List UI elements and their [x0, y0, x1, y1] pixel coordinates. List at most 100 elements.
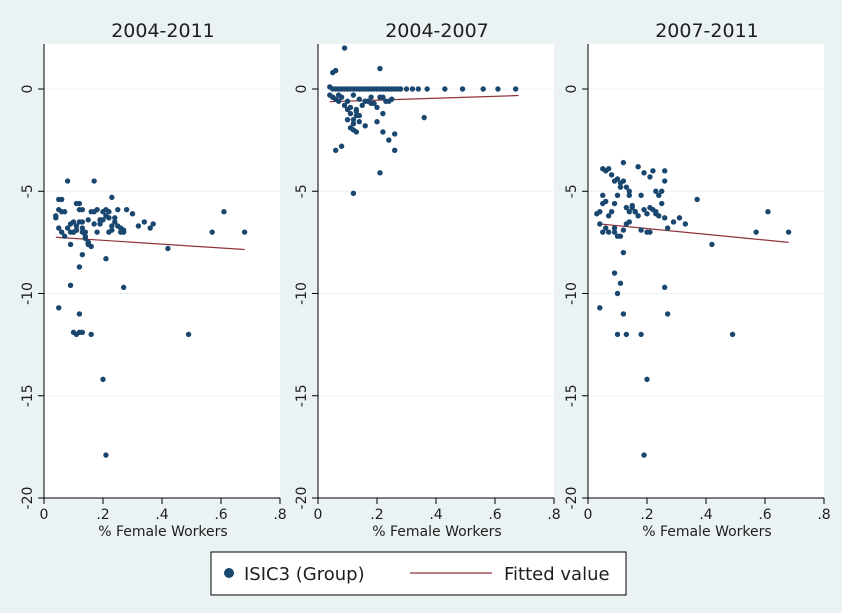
scatter-point — [333, 67, 339, 74]
scatter-point — [350, 121, 357, 127]
scatter-point — [623, 184, 630, 190]
panel-2004-2007: 2004-2007 0 -5 -10 -15 -20 0 .2 .4 .6 .8 % Femal… — [294, 20, 561, 540]
panel-2007-2011: 2007-2011 0 -5 -10 -15 -20 0 .2 .4 .6 .8 % Femal… — [564, 20, 831, 540]
scatter-point — [641, 452, 647, 458]
scatter-point — [109, 194, 115, 201]
scatter-point — [597, 208, 603, 215]
scatter-point — [356, 119, 362, 125]
scatter-point — [459, 86, 466, 92]
scatter-point — [623, 204, 630, 211]
scatter-point — [608, 172, 615, 178]
scatter-point — [377, 94, 383, 100]
scatter-point — [56, 225, 62, 231]
x-tick-label: .2 — [640, 507, 653, 523]
scatter-point — [670, 219, 677, 225]
scatter-point — [241, 229, 248, 235]
scatter-point — [353, 112, 360, 119]
scatter-point — [88, 331, 94, 338]
scatter-point — [635, 164, 641, 170]
scatter-point — [97, 217, 103, 223]
scatter-point — [611, 229, 618, 235]
scatter-point — [653, 211, 659, 217]
scatter-point — [61, 208, 68, 215]
scatter-point — [729, 331, 736, 338]
scatter-point — [70, 329, 77, 336]
scatter-point — [611, 200, 618, 207]
scatter-point — [620, 249, 627, 256]
scatter-point — [120, 284, 127, 291]
scatter-point — [209, 229, 215, 235]
scatter-point — [221, 208, 227, 215]
scatter-point — [421, 114, 427, 121]
scatter-point — [392, 147, 398, 154]
scatter-point — [392, 131, 398, 137]
scatter-points — [594, 159, 792, 458]
scatter-point — [380, 129, 386, 135]
scatter-point — [91, 208, 97, 215]
legend-label-fitted: Fitted value — [504, 564, 610, 585]
scatter-point — [403, 86, 410, 92]
x-tick-label: .2 — [370, 507, 383, 523]
scatter-point — [644, 376, 650, 383]
scatter-point — [641, 170, 647, 176]
scatter-point — [67, 282, 74, 289]
scatter-point — [59, 229, 65, 235]
scatter-point — [56, 305, 62, 311]
scatter-point — [638, 331, 644, 338]
scatter-point — [614, 176, 621, 182]
scatter-point — [617, 180, 624, 186]
plot-area — [318, 44, 554, 498]
scatter-point — [614, 331, 621, 338]
scatter-point — [629, 204, 635, 211]
scatter-point — [103, 213, 109, 219]
scatter-point — [753, 229, 759, 235]
scatter-point — [659, 188, 665, 194]
scatter-point — [632, 208, 638, 215]
scatter-point — [344, 98, 351, 104]
scatter-point — [765, 208, 771, 215]
scatter-point — [617, 184, 624, 190]
scatter-points — [53, 178, 248, 458]
axes — [582, 44, 825, 504]
scatter-point — [383, 98, 389, 104]
scatter-point — [495, 86, 501, 92]
scatter-point — [53, 215, 59, 221]
scatter-point — [79, 251, 86, 258]
y-tick-label: -20 — [294, 487, 310, 510]
scatter-point — [694, 196, 700, 203]
scatter-point — [330, 94, 336, 100]
scatter-point — [409, 86, 416, 92]
scatter-point — [638, 192, 644, 199]
y-tick-label: -5 — [564, 184, 580, 198]
scatter-point — [106, 208, 112, 215]
y-tick-label: 0 — [20, 85, 36, 94]
scatter-point — [617, 233, 624, 239]
scatter-point — [79, 219, 86, 225]
scatter-point — [662, 284, 668, 291]
scatter-point — [79, 225, 86, 231]
scatter-point — [123, 206, 130, 213]
scatter-point — [603, 198, 609, 205]
scatter-point — [76, 264, 83, 270]
scatter-point — [442, 86, 448, 92]
scatter-point — [79, 206, 86, 213]
scatter-point — [120, 229, 127, 235]
x-tick-label: .4 — [155, 507, 168, 523]
scatter-point — [100, 376, 106, 383]
scatter-point — [709, 241, 715, 248]
scatter-point — [656, 192, 662, 199]
scatter-point — [626, 188, 632, 194]
scatter-point — [682, 221, 689, 227]
scatter-point — [512, 86, 519, 92]
grid-lines — [44, 88, 280, 397]
fitted-value-line — [599, 223, 789, 243]
scatter-point — [147, 225, 153, 231]
scatter-point — [597, 305, 603, 311]
scatter-point — [608, 208, 615, 215]
scatter-point — [626, 219, 632, 225]
x-tick-label: .8 — [273, 507, 286, 523]
scatter-point — [597, 221, 603, 227]
plot-area — [588, 44, 824, 498]
y-tick-labels: 0 -5 -10 -15 -20 — [564, 85, 580, 510]
